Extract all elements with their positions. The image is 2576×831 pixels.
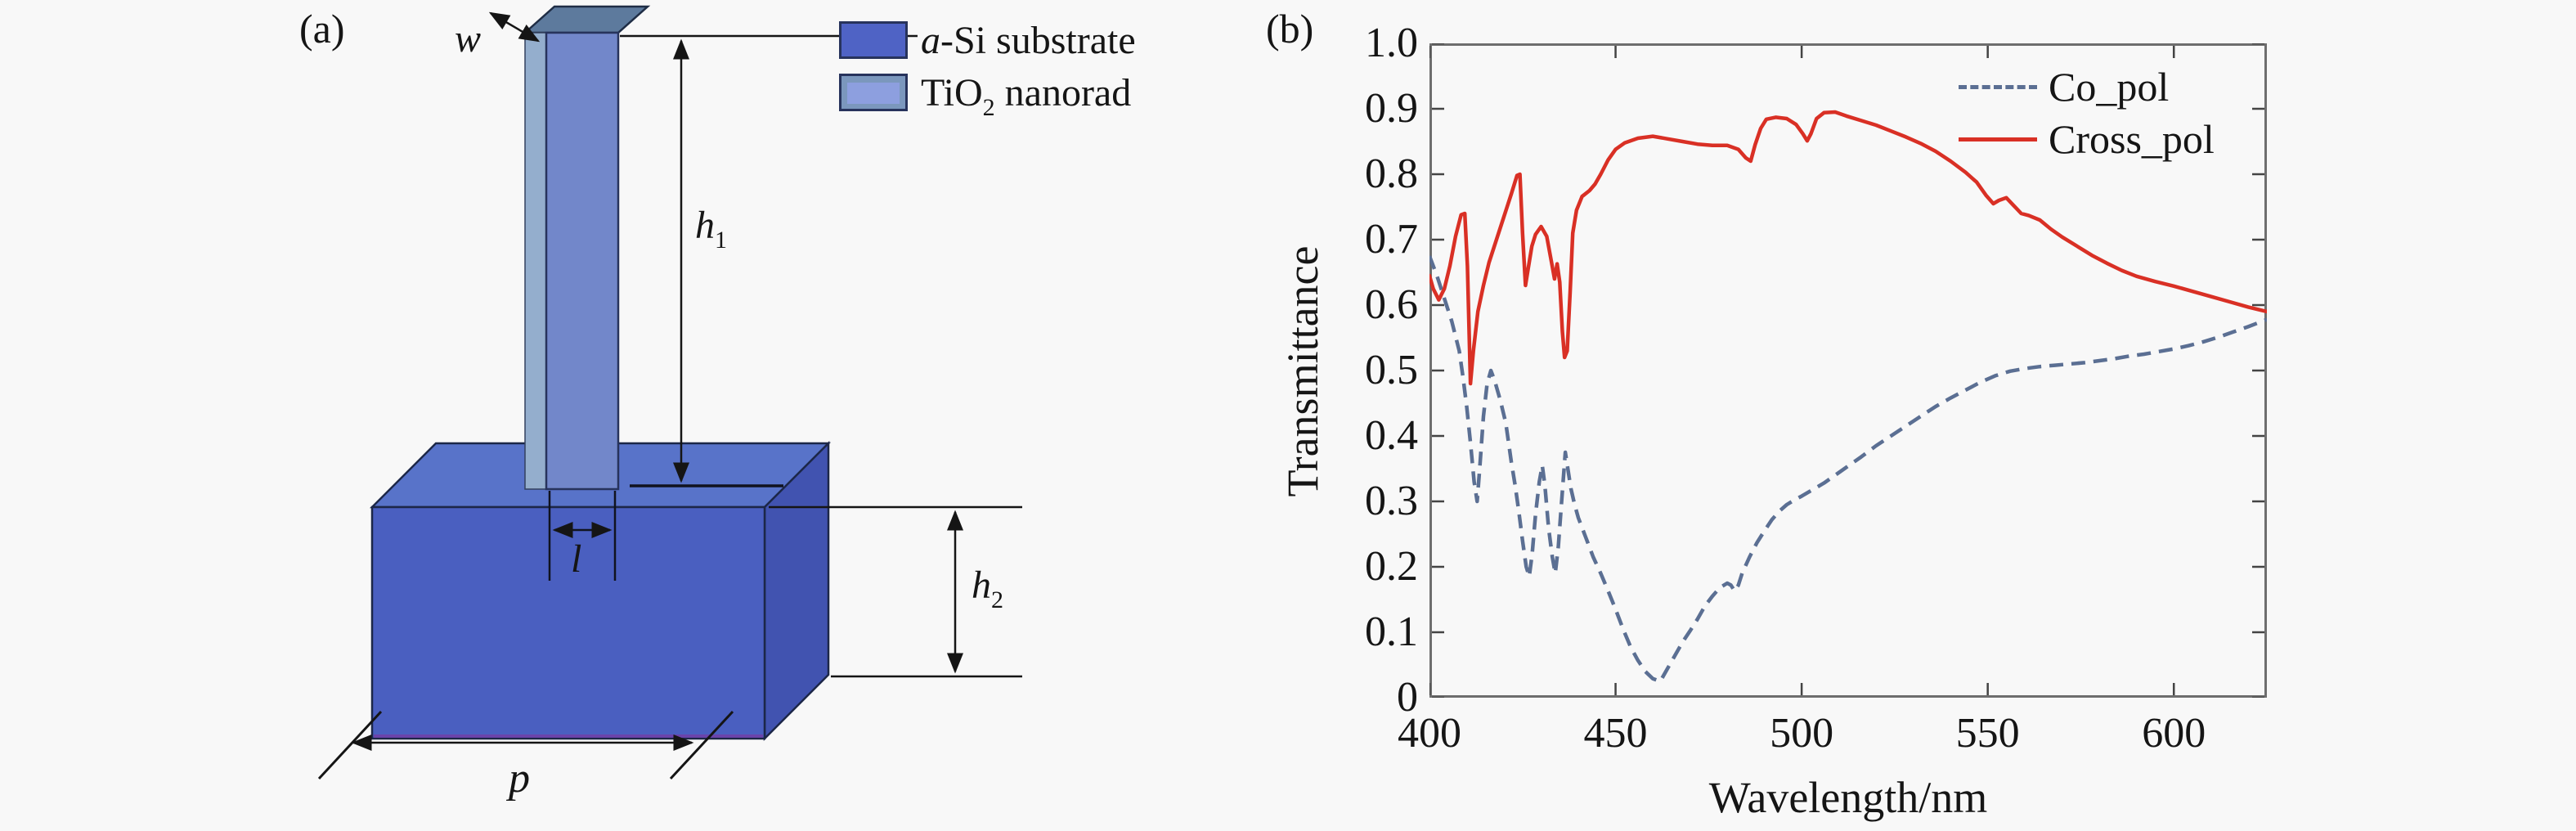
nanostructure-drawing xyxy=(317,5,1022,780)
nanorod-label-subscript: 2 xyxy=(982,94,995,121)
nanorod-legend-label: TiO2 nanorad xyxy=(921,70,1132,121)
l-dimension-label: l xyxy=(571,537,582,581)
cross-pol-legend-label: Cross_pol xyxy=(2049,116,2215,162)
substrate-label-rest: -Si substrate xyxy=(940,19,1136,62)
y-tick-label: 0.8 xyxy=(1365,150,1418,197)
nanorod-swatch-inner xyxy=(847,83,900,104)
nanorod-side-face xyxy=(524,32,547,490)
h2-label-base: h xyxy=(972,564,991,607)
nanorod-label-rest: nanorad xyxy=(994,71,1132,115)
x-tick-label: 500 xyxy=(1770,710,1834,757)
p-slash-left xyxy=(317,710,383,780)
y-tick-label: 0.4 xyxy=(1365,412,1418,459)
h1-label-base: h xyxy=(695,204,715,247)
nanorod-legend-swatch xyxy=(839,74,908,111)
substrate-legend-label: a-Si substrate xyxy=(921,18,1136,63)
x-tick-label: 550 xyxy=(1955,710,2020,757)
x-axis-title: Wavelength/nm xyxy=(1708,773,1988,822)
y-tick-label: 0 xyxy=(1397,674,1418,721)
legend-row-cross-pol: Cross_pol xyxy=(1959,113,2215,165)
y-tick-label: 0.6 xyxy=(1365,281,1418,328)
substrate-legend-swatch xyxy=(839,21,908,59)
h1-dimension-label: h1 xyxy=(695,203,727,254)
series-line-co-pol xyxy=(1429,255,2267,684)
h2-label-subscript: 2 xyxy=(991,586,1003,613)
y-tick-label: 0.9 xyxy=(1365,85,1418,132)
y-tick-label: 0.2 xyxy=(1365,543,1418,590)
p-dimension-label: p xyxy=(509,755,530,802)
co-pol-legend-label: Co_pol xyxy=(2049,64,2170,110)
y-tick-label: 0.7 xyxy=(1365,216,1418,263)
x-tick-label: 600 xyxy=(2142,710,2206,757)
y-tick-label: 1.0 xyxy=(1365,20,1418,66)
h1-label-subscript: 1 xyxy=(715,227,727,254)
transmittance-plot xyxy=(1429,43,2267,698)
w-dimension-arrow xyxy=(488,11,541,43)
panel-a-label: (a) xyxy=(299,6,345,52)
y-axis-title: Transmittance xyxy=(1278,245,1327,497)
chart-legend: Co_pol Cross_pol xyxy=(1959,61,2215,165)
co-pol-line-sample xyxy=(1959,84,2037,89)
nanorod-label-main: TiO xyxy=(921,71,983,115)
substrate-label-prefix: a xyxy=(921,19,940,62)
x-tick-label: 450 xyxy=(1583,710,1648,757)
x-tick-label: 400 xyxy=(1398,710,1461,757)
substrate-front-face xyxy=(370,505,766,740)
plot-border xyxy=(1429,43,2267,698)
y-tick-label: 0.3 xyxy=(1365,478,1418,524)
series-line-cross-pol xyxy=(1429,110,2267,386)
panel-b-label: (b) xyxy=(1266,6,1314,52)
h2-dimension-label: h2 xyxy=(972,563,1003,613)
y-tick-label: 0.1 xyxy=(1365,609,1418,655)
cross-pol-line-sample xyxy=(1959,137,2037,141)
y-tick-label: 0.5 xyxy=(1365,347,1418,393)
w-dimension-label: w xyxy=(455,17,482,61)
nanorod-front-face xyxy=(545,31,620,491)
legend-row-co-pol: Co_pol xyxy=(1959,61,2215,113)
p-slash-right xyxy=(669,710,734,780)
